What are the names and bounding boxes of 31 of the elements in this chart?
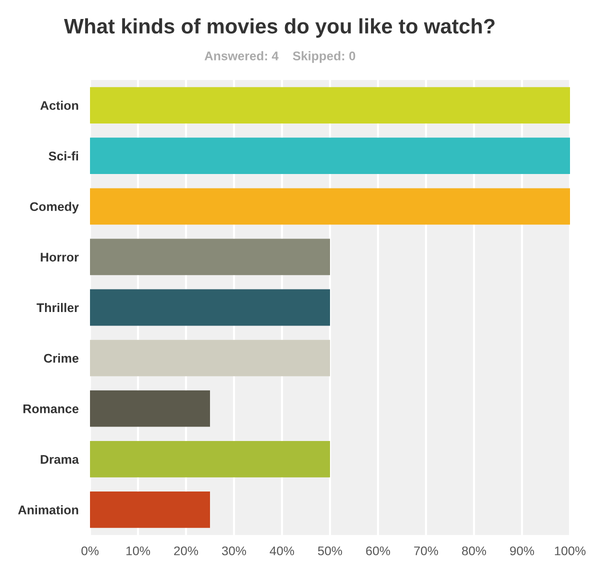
bar bbox=[90, 390, 210, 427]
x-tick-label: 80% bbox=[462, 546, 486, 556]
x-tick-label: 30% bbox=[222, 546, 246, 556]
y-tick-label: Drama bbox=[40, 455, 79, 464]
x-tick-label: 100% bbox=[554, 546, 586, 556]
y-tick-label: Crime bbox=[44, 354, 78, 363]
bar bbox=[90, 492, 210, 528]
y-tick-label: Comedy bbox=[30, 202, 79, 214]
x-tick-label: 70% bbox=[414, 546, 438, 556]
bar bbox=[90, 289, 330, 326]
x-tick-label: 20% bbox=[174, 546, 198, 556]
bar bbox=[90, 87, 570, 124]
bar bbox=[90, 340, 330, 376]
bar bbox=[90, 188, 570, 225]
bar bbox=[90, 440, 330, 478]
y-tick-label: Horror bbox=[40, 252, 79, 262]
x-tick-label: 40% bbox=[270, 546, 294, 556]
x-tick-label: 90% bbox=[510, 546, 534, 556]
y-tick-label: Thriller bbox=[36, 302, 79, 312]
x-tick-label: 50% bbox=[318, 546, 342, 556]
x-tick-label: 10% bbox=[126, 546, 150, 556]
x-tick-label: 0% bbox=[81, 546, 99, 556]
bar bbox=[90, 138, 570, 174]
y-tick-label: Sci-fi bbox=[48, 151, 78, 160]
chart-title: What kinds of movies do you like to watch? bbox=[64, 18, 495, 38]
y-tick-label: Romance bbox=[23, 404, 78, 414]
chart-subtitle: Answered: 4 Skipped: 0 bbox=[204, 51, 356, 63]
x-tick-label: 60% bbox=[366, 546, 390, 556]
y-tick-label: Action bbox=[40, 100, 78, 110]
y-tick-label: Animation bbox=[18, 505, 78, 514]
bar bbox=[90, 238, 330, 276]
